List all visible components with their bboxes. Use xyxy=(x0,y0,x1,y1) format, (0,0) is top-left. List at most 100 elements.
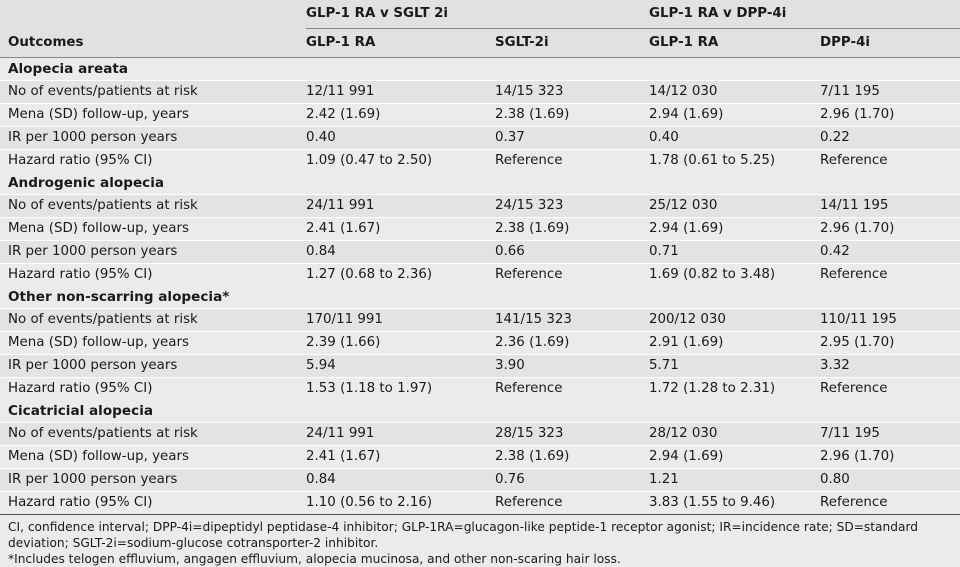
table-cell: 2.36 (1.69) xyxy=(495,331,649,355)
row-label: No of events/patients at risk xyxy=(0,422,306,446)
table-cell: 28/15 323 xyxy=(495,422,649,446)
table-row: IR per 1000 person years 0.84 0.76 1.21 0.80 xyxy=(0,468,960,492)
table-footnotes: CI, confidence interval; DPP-4i=dipeptid… xyxy=(0,515,960,567)
group-header-row: GLP-1 RA v SGLT 2i GLP-1 RA v DPP-4i xyxy=(0,0,960,29)
table-cell: 2.96 (1.70) xyxy=(820,445,960,469)
section-row: Androgenic alopecia xyxy=(0,172,960,195)
table-cell: 0.40 xyxy=(306,126,495,150)
table-cell: 5.94 xyxy=(306,354,495,378)
table-row: IR per 1000 person years 0.84 0.66 0.71 0.42 xyxy=(0,240,960,264)
section-title: Androgenic alopecia xyxy=(0,172,960,195)
table-cell: 3.32 xyxy=(820,354,960,378)
table-cell: 3.90 xyxy=(495,354,649,378)
table-cell: 3.83 (1.55 to 9.46) xyxy=(649,491,820,515)
table-cell: 12/11 991 xyxy=(306,80,495,104)
table-row: Mena (SD) follow-up, years 2.39 (1.66) 2.3… xyxy=(0,331,960,355)
table-cell: 24/11 991 xyxy=(306,194,495,218)
table-cell: 0.76 xyxy=(495,468,649,492)
table-cell: 0.40 xyxy=(649,126,820,150)
table-cell: 141/15 323 xyxy=(495,308,649,332)
row-label: Mena (SD) follow-up, years xyxy=(0,445,306,469)
table-cell: Reference xyxy=(495,377,649,400)
table-cell: 7/11 195 xyxy=(820,422,960,446)
header-empty xyxy=(0,0,306,29)
column-header-row: Outcomes GLP-1 RA SGLT-2i GLP-1 RA DPP-4… xyxy=(0,28,960,58)
group-header-sglt2i: GLP-1 RA v SGLT 2i xyxy=(306,0,649,29)
table-cell: 24/15 323 xyxy=(495,194,649,218)
table-cell: 0.80 xyxy=(820,468,960,492)
table-cell: 1.09 (0.47 to 2.50) xyxy=(306,149,495,172)
row-label: Mena (SD) follow-up, years xyxy=(0,331,306,355)
table-cell: 0.66 xyxy=(495,240,649,264)
table-row: IR per 1000 person years 0.40 0.37 0.40 0.22 xyxy=(0,126,960,150)
table-cell: Reference xyxy=(820,263,960,286)
table-row: No of events/patients at risk 24/11 991 24… xyxy=(0,194,960,218)
row-label: Hazard ratio (95% CI) xyxy=(0,377,306,400)
table-cell: 2.94 (1.69) xyxy=(649,445,820,469)
table-cell: 28/12 030 xyxy=(649,422,820,446)
table-cell: 1.78 (0.61 to 5.25) xyxy=(649,149,820,172)
table-row: IR per 1000 person years 5.94 3.90 5.71 3.32 xyxy=(0,354,960,378)
section-row: Alopecia areata xyxy=(0,57,960,81)
table-cell: 1.27 (0.68 to 2.36) xyxy=(306,263,495,286)
table-row: Hazard ratio (95% CI) 1.10 (0.56 to 2.16)… xyxy=(0,491,960,515)
table-cell: 7/11 195 xyxy=(820,80,960,104)
table-cell: 2.96 (1.70) xyxy=(820,217,960,241)
table-cell: 24/11 991 xyxy=(306,422,495,446)
table-body: Alopecia areata No of events/patients at … xyxy=(0,57,960,515)
table-cell: Reference xyxy=(820,149,960,172)
table-cell: 200/12 030 xyxy=(649,308,820,332)
column-header-outcomes: Outcomes xyxy=(0,28,306,58)
row-label: Mena (SD) follow-up, years xyxy=(0,217,306,241)
footnote-abbreviations: CI, confidence interval; DPP-4i=dipeptid… xyxy=(8,520,918,550)
table-cell: 2.94 (1.69) xyxy=(649,217,820,241)
table-row: No of events/patients at risk 170/11 991 1… xyxy=(0,308,960,332)
table-cell: 1.21 xyxy=(649,468,820,492)
row-label: Hazard ratio (95% CI) xyxy=(0,263,306,286)
row-label: Mena (SD) follow-up, years xyxy=(0,103,306,127)
row-label: Hazard ratio (95% CI) xyxy=(0,491,306,515)
table-row: Hazard ratio (95% CI) 1.09 (0.47 to 2.50)… xyxy=(0,149,960,172)
table-cell: Reference xyxy=(495,491,649,515)
row-label: No of events/patients at risk xyxy=(0,80,306,104)
column-header-glp1ra-2: GLP-1 RA xyxy=(649,28,820,58)
table-cell: 2.41 (1.67) xyxy=(306,217,495,241)
column-header-dpp4i: DPP-4i xyxy=(820,28,960,58)
results-table: GLP-1 RA v SGLT 2i GLP-1 RA v DPP-4i Out… xyxy=(0,0,960,515)
section-row: Other non-scarring alopecia* xyxy=(0,286,960,309)
table-row: Mena (SD) follow-up, years 2.42 (1.69) 2.3… xyxy=(0,103,960,127)
table-cell: 0.71 xyxy=(649,240,820,264)
section-title: Alopecia areata xyxy=(0,57,960,81)
table-row: Hazard ratio (95% CI) 1.27 (0.68 to 2.36)… xyxy=(0,263,960,286)
row-label: Hazard ratio (95% CI) xyxy=(0,149,306,172)
table-cell: 25/12 030 xyxy=(649,194,820,218)
row-label: No of events/patients at risk xyxy=(0,308,306,332)
table-cell: 0.84 xyxy=(306,240,495,264)
table-cell: 1.69 (0.82 to 3.48) xyxy=(649,263,820,286)
table-row: No of events/patients at risk 24/11 991 28… xyxy=(0,422,960,446)
table-cell: 2.91 (1.69) xyxy=(649,331,820,355)
table-cell: 0.37 xyxy=(495,126,649,150)
table-cell: 2.42 (1.69) xyxy=(306,103,495,127)
table-cell: 2.38 (1.69) xyxy=(495,217,649,241)
table-cell: 0.22 xyxy=(820,126,960,150)
table-cell: 1.72 (1.28 to 2.31) xyxy=(649,377,820,400)
row-label: IR per 1000 person years xyxy=(0,354,306,378)
table-cell: 2.39 (1.66) xyxy=(306,331,495,355)
table-row: Hazard ratio (95% CI) 1.53 (1.18 to 1.97)… xyxy=(0,377,960,400)
row-label: IR per 1000 person years xyxy=(0,468,306,492)
table-cell: Reference xyxy=(820,491,960,515)
table-cell: 2.38 (1.69) xyxy=(495,445,649,469)
column-header-glp1ra-1: GLP-1 RA xyxy=(306,28,495,58)
table-cell: 170/11 991 xyxy=(306,308,495,332)
table-cell: Reference xyxy=(495,263,649,286)
table-cell: 1.53 (1.18 to 1.97) xyxy=(306,377,495,400)
row-label: IR per 1000 person years xyxy=(0,126,306,150)
table-cell: 14/15 323 xyxy=(495,80,649,104)
row-label: IR per 1000 person years xyxy=(0,240,306,264)
table-row: Mena (SD) follow-up, years 2.41 (1.67) 2.3… xyxy=(0,445,960,469)
table-row: No of events/patients at risk 12/11 991 14… xyxy=(0,80,960,104)
table-cell: 2.96 (1.70) xyxy=(820,103,960,127)
table-cell: 2.38 (1.69) xyxy=(495,103,649,127)
